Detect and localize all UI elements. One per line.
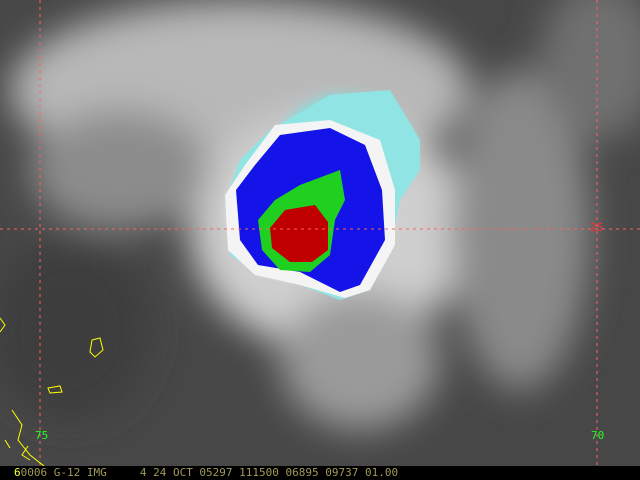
latitude-label: 25 [590,221,604,234]
lat-lon-grid [0,0,640,466]
frame-number: 6 [14,466,21,479]
coastlines [0,317,104,466]
storm-red-core [270,205,328,262]
image-info: 0006 G-12 IMG 4 24 OCT 05297 111500 0689… [20,466,399,479]
status-bar: 60006 G-12 IMG 4 24 OCT 05297 111500 068… [0,466,640,480]
longitude-label: 75 [35,429,49,442]
longitude-label: 70 [591,429,605,442]
satellite-image [0,0,640,466]
